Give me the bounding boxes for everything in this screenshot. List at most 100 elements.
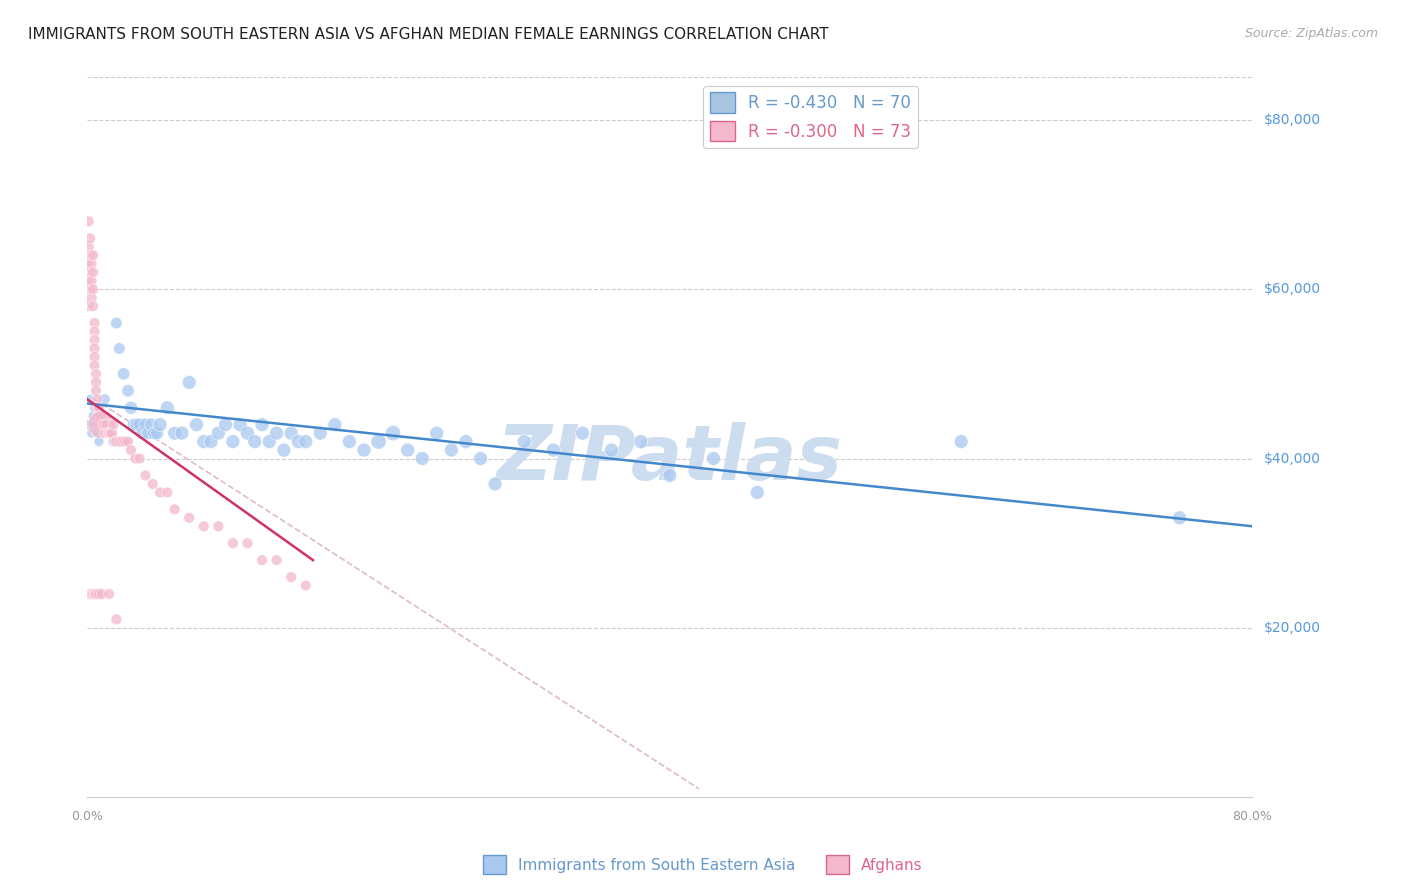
Point	[77, 299, 100, 313]
Point	[82, 587, 104, 601]
Point	[103, 417, 125, 432]
Point	[79, 265, 101, 279]
Point	[266, 553, 288, 567]
Point	[411, 451, 433, 466]
Point	[87, 401, 110, 415]
Point	[80, 587, 103, 601]
Point	[950, 434, 973, 449]
Point	[143, 426, 166, 441]
Point	[84, 367, 107, 381]
Point	[77, 587, 100, 601]
Point	[108, 434, 131, 449]
Point	[87, 409, 110, 424]
Point	[630, 434, 652, 449]
Point	[170, 426, 193, 441]
Text: $40,000: $40,000	[1264, 451, 1320, 466]
Point	[82, 248, 104, 262]
Point	[149, 417, 172, 432]
Point	[114, 434, 136, 449]
Point	[79, 248, 101, 262]
Point	[82, 409, 104, 424]
Point	[543, 443, 565, 458]
Point	[83, 350, 105, 364]
Point	[77, 214, 100, 228]
Point	[105, 612, 128, 626]
Point	[134, 417, 156, 432]
Point	[79, 231, 101, 245]
Point	[207, 426, 229, 441]
Point	[323, 417, 346, 432]
Point	[124, 451, 146, 466]
Point	[91, 417, 114, 432]
Point	[156, 401, 179, 415]
Point	[229, 417, 252, 432]
Point	[156, 485, 179, 500]
Point	[294, 578, 316, 592]
Text: Source: ZipAtlas.com: Source: ZipAtlas.com	[1244, 27, 1378, 40]
Point	[84, 417, 107, 432]
Point	[80, 274, 103, 288]
Point	[120, 443, 142, 458]
Point	[131, 426, 153, 441]
Text: ZIPatlas: ZIPatlas	[496, 422, 842, 496]
Point	[105, 434, 128, 449]
Point	[83, 401, 105, 415]
Point	[273, 443, 295, 458]
Point	[84, 384, 107, 398]
Point	[89, 417, 111, 432]
Text: $60,000: $60,000	[1264, 282, 1320, 296]
Point	[84, 587, 107, 601]
Point	[90, 417, 112, 432]
Point	[703, 451, 725, 466]
Point	[1168, 511, 1191, 525]
Text: $20,000: $20,000	[1264, 621, 1320, 635]
Point	[86, 426, 108, 441]
Legend: Immigrants from South Eastern Asia, Afghans: Immigrants from South Eastern Asia, Afgh…	[477, 849, 929, 880]
Point	[146, 426, 169, 441]
Point	[82, 299, 104, 313]
Point	[83, 342, 105, 356]
Point	[186, 417, 208, 432]
Point	[236, 426, 259, 441]
Point	[83, 359, 105, 373]
Point	[250, 417, 273, 432]
Point	[83, 325, 105, 339]
Point	[83, 587, 105, 601]
Point	[193, 519, 215, 533]
Point	[82, 282, 104, 296]
Point	[179, 511, 201, 525]
Point	[125, 417, 148, 432]
Point	[280, 570, 302, 584]
Point	[90, 417, 112, 432]
Point	[141, 417, 163, 432]
Point	[426, 426, 449, 441]
Point	[658, 468, 681, 483]
Point	[105, 316, 128, 330]
Point	[222, 434, 245, 449]
Point	[122, 417, 145, 432]
Point	[287, 434, 309, 449]
Point	[339, 434, 361, 449]
Text: IMMIGRANTS FROM SOUTH EASTERN ASIA VS AFGHAN MEDIAN FEMALE EARNINGS CORRELATION : IMMIGRANTS FROM SOUTH EASTERN ASIA VS AF…	[28, 27, 828, 42]
Point	[149, 485, 172, 500]
Point	[82, 265, 104, 279]
Point	[142, 477, 165, 491]
Point	[266, 426, 288, 441]
Point	[86, 392, 108, 407]
Legend: R = -0.430   N = 70, R = -0.300   N = 73: R = -0.430 N = 70, R = -0.300 N = 73	[703, 86, 918, 148]
Point	[454, 434, 477, 449]
Point	[93, 392, 115, 407]
Point	[367, 434, 389, 449]
Point	[98, 426, 121, 441]
Point	[90, 587, 112, 601]
Point	[98, 426, 121, 441]
Point	[103, 434, 125, 449]
Point	[104, 434, 127, 449]
Point	[128, 417, 150, 432]
Point	[117, 434, 139, 449]
Point	[309, 426, 332, 441]
Point	[353, 443, 375, 458]
Point	[138, 426, 160, 441]
Point	[79, 392, 101, 407]
Point	[77, 417, 100, 432]
